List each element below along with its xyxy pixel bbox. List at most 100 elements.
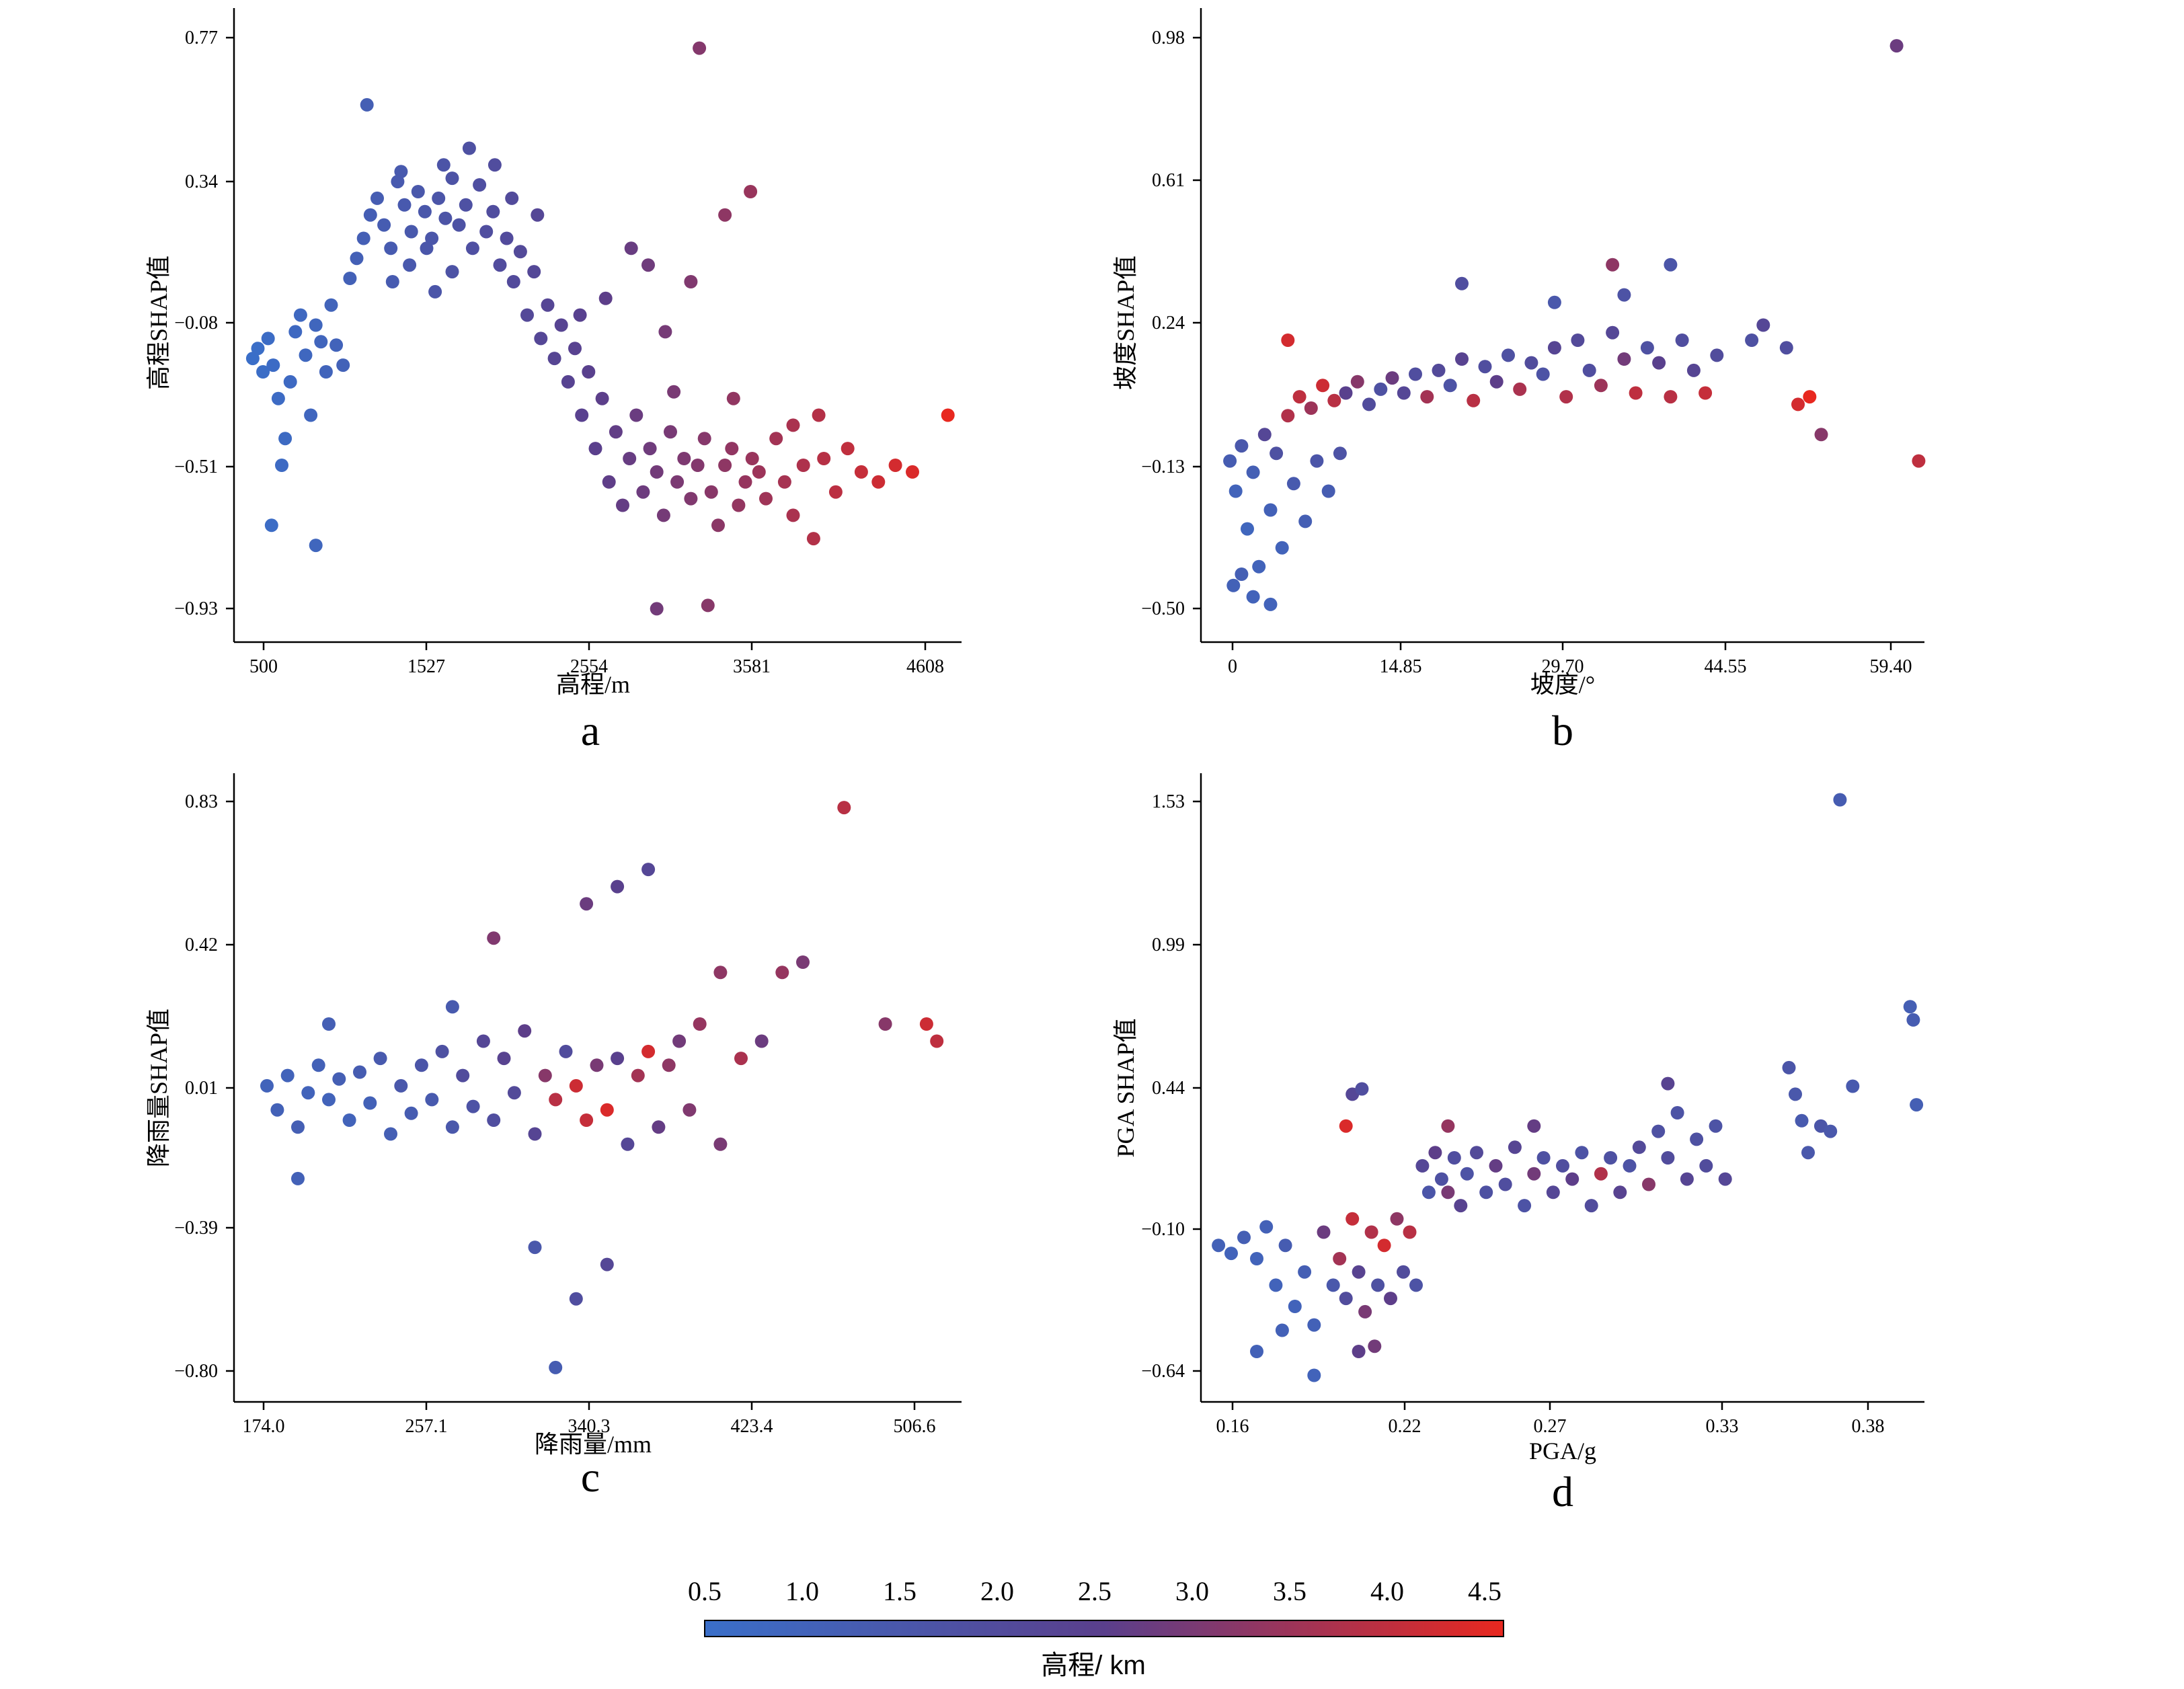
panel-b-point xyxy=(1547,295,1561,309)
panel-b-point xyxy=(1467,393,1481,407)
panel-c-point xyxy=(466,1099,480,1113)
panel-b-point xyxy=(1252,559,1266,574)
panel-a-point xyxy=(473,178,487,192)
panel-b-point xyxy=(1246,465,1260,479)
panel-c-point xyxy=(528,1127,542,1141)
panel-b-point xyxy=(1791,397,1805,411)
panel-d-point xyxy=(1339,1119,1353,1133)
panel-d-point xyxy=(1377,1239,1391,1253)
panel-a-point xyxy=(561,375,575,389)
panel-b-point xyxy=(1699,386,1713,400)
panel-d-point xyxy=(1355,1082,1369,1096)
panel-a-xlabel: 高程/m xyxy=(556,671,630,698)
panel-a-point xyxy=(677,452,691,465)
panel-a-point xyxy=(534,331,548,346)
panel-c-point xyxy=(569,1292,583,1306)
panel-a-ytick-label: −0.51 xyxy=(174,457,218,477)
panel-d-point xyxy=(1250,1252,1263,1265)
panel-d-point xyxy=(1307,1368,1321,1382)
panel-b-point xyxy=(1513,382,1527,396)
panel-a-point xyxy=(745,452,759,465)
colorbar-label: 高程/ km xyxy=(1041,1651,1146,1680)
panel-c-point xyxy=(528,1241,542,1255)
panel-c-points xyxy=(260,801,944,1374)
colorbar-tick-label: 3.0 xyxy=(1175,1576,1209,1606)
panel-a-point xyxy=(588,442,602,456)
panel-d-point xyxy=(1661,1151,1675,1165)
panel-b-point xyxy=(1640,341,1654,355)
panel-d-point xyxy=(1613,1185,1627,1200)
panel-a-point xyxy=(573,308,587,322)
panel-c-point xyxy=(497,1052,511,1066)
panel-a-point xyxy=(432,191,446,205)
panel-a-point xyxy=(397,198,412,212)
panel-c-point xyxy=(487,931,501,945)
panel-d-points xyxy=(1212,793,1924,1382)
panel-d-xlabel: PGA/g xyxy=(1529,1438,1596,1464)
panel-c: 174.0 257.1 340.3 423.4 506.6 0.83 0.42 … xyxy=(145,773,962,1501)
panel-c-point xyxy=(580,1113,594,1127)
panel-c-xlabel: 降雨量/mm xyxy=(535,1431,652,1458)
panel-c-point xyxy=(311,1058,325,1072)
panel-d-point xyxy=(1397,1265,1410,1279)
colorbar-tick-label: 4.5 xyxy=(1468,1576,1502,1606)
panel-b-point xyxy=(1582,363,1596,377)
panel-b-point xyxy=(1912,454,1926,468)
panel-d-point xyxy=(1718,1172,1732,1186)
panel-a-point xyxy=(786,508,800,522)
panel-d-point xyxy=(1317,1225,1331,1239)
panel-a-point xyxy=(759,492,773,506)
panel-c-point xyxy=(332,1072,346,1086)
panel-c-point xyxy=(641,1044,656,1058)
panel-b-xtick-label: 29.70 xyxy=(1542,656,1584,677)
panel-b-point xyxy=(1333,446,1347,461)
panel-a-point xyxy=(319,365,333,379)
panel-a-point xyxy=(732,498,746,512)
panel-a-point xyxy=(360,97,374,112)
panel-c-ytick-label: 0.83 xyxy=(185,791,218,812)
panel-c-point xyxy=(445,1120,459,1134)
panel-c-point xyxy=(538,1068,552,1083)
panel-d-point xyxy=(1441,1185,1455,1200)
panel-a-point xyxy=(667,385,681,399)
panel-b-point xyxy=(1606,325,1620,340)
panel-c-xtick-label: 506.6 xyxy=(894,1416,936,1437)
panel-b-point xyxy=(1223,454,1237,468)
panel-d-point xyxy=(1368,1339,1382,1353)
panel-a-point xyxy=(256,365,270,379)
panel-c-ytick-label: −0.39 xyxy=(174,1218,218,1239)
panel-d-point xyxy=(1352,1265,1366,1279)
panel-c-point xyxy=(641,863,656,877)
panel-a-point xyxy=(385,275,399,288)
panel-a-point xyxy=(452,218,466,232)
panel-a-point xyxy=(350,251,364,266)
panel-c-point xyxy=(693,1017,707,1031)
panel-c-point xyxy=(404,1106,418,1120)
panel-a-point xyxy=(841,442,855,456)
panel-b-point xyxy=(1385,371,1399,385)
panel-c-point xyxy=(775,966,789,980)
panel-d-point xyxy=(1259,1220,1274,1234)
panel-d-xtick-label: 0.38 xyxy=(1852,1416,1885,1437)
panel-a-ytick-label: −0.93 xyxy=(174,598,218,619)
panel-a-point xyxy=(738,475,752,489)
panel-c-point xyxy=(291,1171,305,1185)
panel-b-point xyxy=(1304,401,1318,415)
panel-d-point xyxy=(1403,1225,1417,1239)
panel-a-point xyxy=(428,284,442,299)
panel-c-point xyxy=(600,1103,614,1117)
colorbar-tick-label: 2.0 xyxy=(980,1576,1014,1606)
panel-a-point xyxy=(598,291,613,305)
panel-a-point xyxy=(462,141,476,155)
panel-d-point xyxy=(1298,1265,1312,1279)
panel-c-point xyxy=(414,1058,428,1072)
panel-b-ytick-label: −0.13 xyxy=(1141,457,1185,477)
panel-d-point xyxy=(1536,1151,1551,1165)
panel-a-xticks: 500 1527 2554 3581 4608 xyxy=(249,642,944,677)
panel-c-point xyxy=(549,1360,563,1374)
panel-b-point xyxy=(1316,379,1330,393)
panel-a: 500 1527 2554 3581 4608 0.77 0.34 −0.08 … xyxy=(145,8,962,754)
panel-b-point xyxy=(1270,446,1284,461)
panel-a-point xyxy=(488,158,502,172)
panel-d-point xyxy=(1801,1146,1815,1160)
